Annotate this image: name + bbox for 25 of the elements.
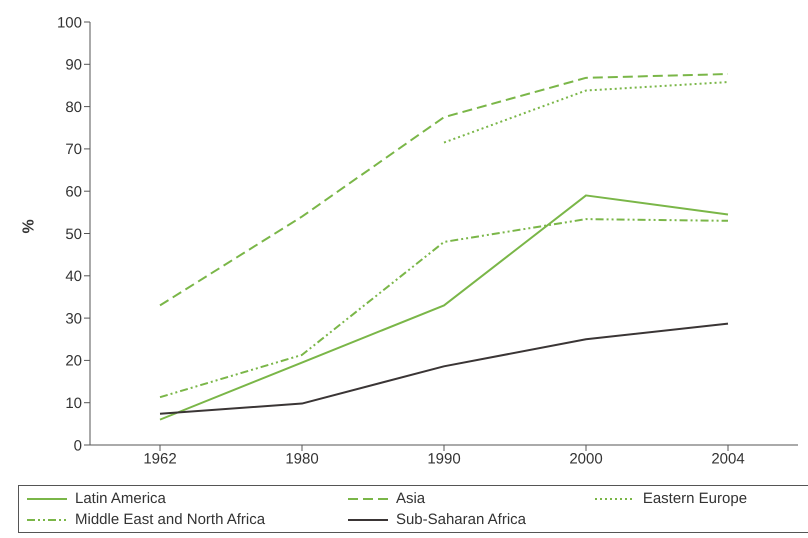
y-tick-label: 100 xyxy=(56,14,82,32)
line-series xyxy=(159,73,729,306)
y-tick-label: 10 xyxy=(65,395,82,412)
y-tick-label: 90 xyxy=(65,56,82,74)
y-tick-label: 80 xyxy=(65,98,82,116)
y-axis-title: % xyxy=(20,219,38,234)
y-tick-label: 40 xyxy=(65,268,82,286)
line-series xyxy=(159,322,729,415)
legend-label: Middle East and North Africa xyxy=(75,511,266,528)
x-tick-label: 2004 xyxy=(711,450,745,468)
legend-label: Latin America xyxy=(75,490,166,507)
line-series xyxy=(159,194,729,421)
y-tick-label: 0 xyxy=(74,437,82,454)
y-tick-label: 50 xyxy=(65,226,82,243)
x-tick-label: 2000 xyxy=(569,450,603,468)
y-tick-label: 60 xyxy=(65,184,82,201)
legend-label: Sub-Saharan Africa xyxy=(396,511,526,528)
y-tick-label: 30 xyxy=(65,310,82,328)
x-tick-label: 1990 xyxy=(427,450,461,468)
legend-label: Asia xyxy=(396,490,426,507)
y-tick-label: 20 xyxy=(65,352,82,370)
x-tick-label: 1980 xyxy=(285,450,319,468)
legend-label: Eastern Europe xyxy=(642,490,748,507)
y-tick-label: 70 xyxy=(65,141,82,158)
x-tick-label: 1962 xyxy=(143,450,177,468)
